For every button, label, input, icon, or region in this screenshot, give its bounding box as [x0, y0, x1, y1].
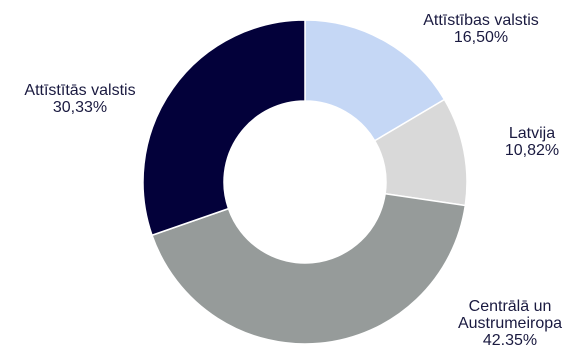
donut-slices: [142, 19, 468, 345]
slice-name-label-2: Austrumeiropa: [458, 315, 562, 332]
slice-value-label-0: 16,50%: [454, 29, 508, 46]
slice-value-label-1: 10,82%: [505, 142, 559, 159]
donut-slice-3: [142, 19, 306, 237]
slice-value-label-3: 30,33%: [53, 99, 107, 116]
slice-name-label-1: Latvija: [509, 125, 555, 142]
slice-value-label-2: 42.35%: [483, 332, 537, 349]
slice-name-label-3: Attīstītās valstis: [24, 82, 135, 99]
donut-slice-2: [151, 192, 467, 345]
slice-name-label-2: Centrālā un: [469, 298, 552, 315]
slice-name-label-0: Attīstības valstis: [423, 12, 539, 29]
